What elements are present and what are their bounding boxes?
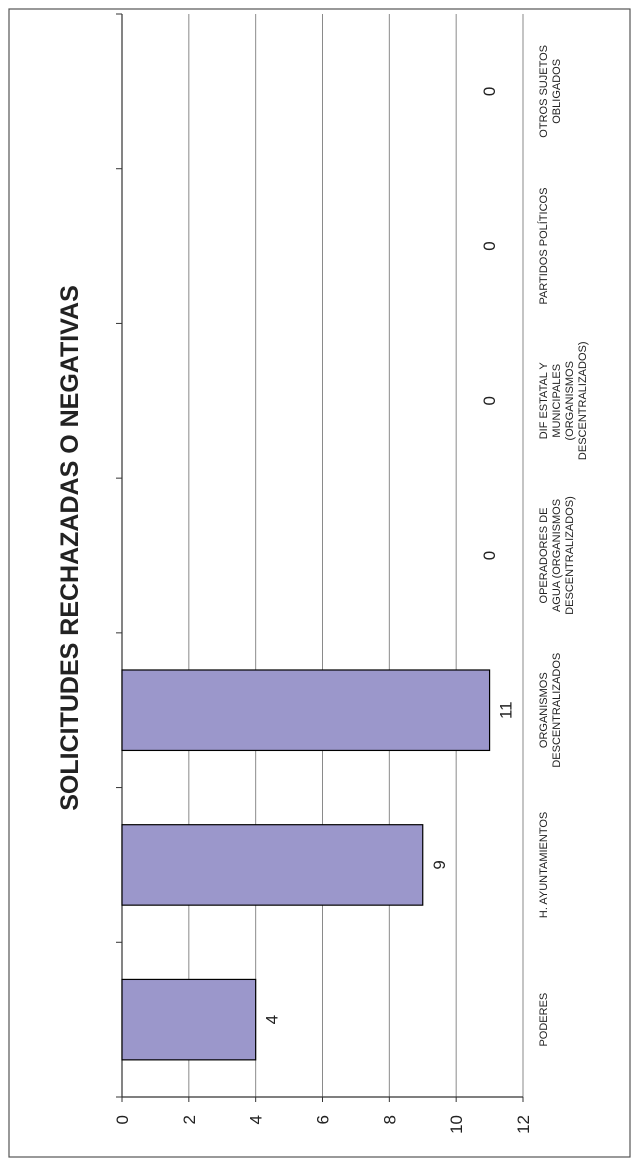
category-label-line: AGUA (ORGANISMOS [551, 499, 563, 612]
category-label-line: DIF ESTATAL Y [538, 362, 550, 440]
data-labels: 4 9 11 0 0 0 0 [263, 87, 516, 1025]
data-label: 0 [480, 87, 499, 96]
category-label-line: MUNICIPALES [551, 364, 563, 438]
category-label: OPERADORES DE AGUA (ORGANISMOS DESCENTRALI… [538, 496, 576, 615]
value-axis-ticks: 0 2 4 6 8 10 12 [113, 1115, 533, 1134]
category-label-line: DESCENTRALIZADOS [551, 653, 563, 768]
bars [121, 669, 491, 1061]
bar [121, 669, 491, 752]
data-label: 0 [480, 551, 499, 560]
chart-title: SOLICITUDES RECHAZADAS O NEGATIVAS [56, 285, 84, 811]
value-tick-label: 4 [247, 1115, 266, 1124]
data-label: 4 [263, 1015, 282, 1024]
category-label-line: OTROS SUJETOS [538, 45, 550, 138]
category-label: DIF ESTATAL Y MUNICIPALES (ORGANISMOS DESCE… [538, 341, 589, 460]
bar [121, 824, 424, 906]
category-label: PARTIDOS POLÍTICOS [537, 188, 550, 305]
category-label: ORGANISMOS DESCENTRALIZADOS [538, 653, 563, 768]
category-label-line: (ORGANISMOS [564, 361, 576, 440]
category-label-line: OBLIGADOS [551, 59, 563, 124]
value-tick-label: 6 [314, 1115, 333, 1124]
data-label: 11 [497, 701, 516, 719]
data-label: 9 [430, 860, 449, 869]
outer-border [8, 8, 631, 1158]
category-label-line: H. AYUNTAMIENTOS [538, 812, 550, 918]
value-tick-label: 12 [514, 1115, 533, 1134]
value-tick-label: 2 [180, 1115, 199, 1124]
category-label-line: PARTIDOS POLÍTICOS [537, 188, 550, 305]
category-label-line: PODERES [538, 993, 550, 1047]
plot-area [116, 13, 524, 1102]
value-tick-label: 0 [113, 1115, 132, 1124]
category-label-line: ORGANISMOS [538, 672, 550, 748]
value-tick-label: 10 [447, 1115, 466, 1134]
category-label: H. AYUNTAMIENTOS [538, 812, 550, 918]
data-label: 0 [480, 396, 499, 405]
category-label: OTROS SUJETOS OBLIGADOS [538, 45, 563, 138]
category-label-line: DESCENTRALIZADOS) [564, 496, 576, 615]
bar [121, 978, 257, 1061]
category-label-line: OPERADORES DE [538, 508, 550, 604]
category-label-line: DESCENTRALIZADOS) [577, 341, 589, 460]
data-label: 0 [480, 241, 499, 250]
category-label: PODERES [538, 993, 550, 1047]
value-tick-label: 8 [380, 1115, 399, 1124]
